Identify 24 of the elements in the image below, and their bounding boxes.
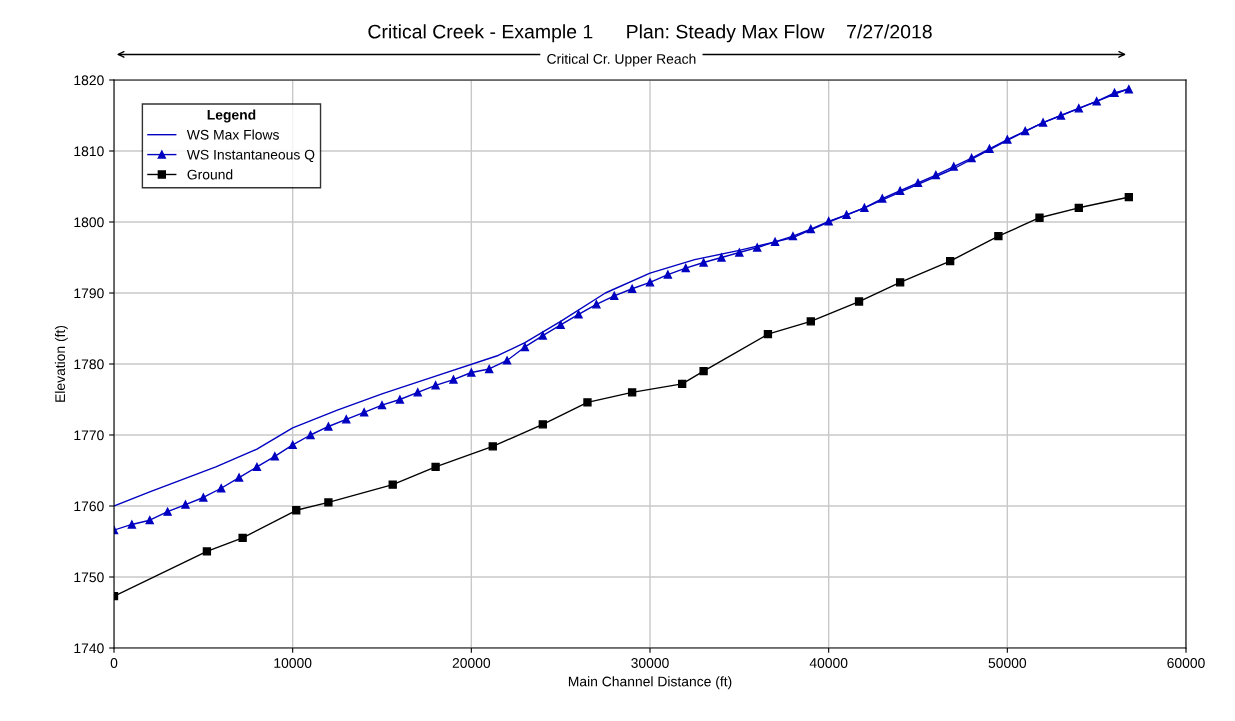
y-tick-label: 1750 [74, 572, 104, 583]
y-axis-title: Elevation (ft) [54, 325, 68, 402]
x-tick-label: 50000 [988, 658, 1027, 668]
y-tick-label: 1810 [74, 146, 104, 157]
x-tick-label: 30000 [631, 658, 669, 668]
y-tick-label: 1780 [74, 359, 104, 370]
legend-label: Ground [187, 169, 233, 180]
x-tick-label: 0 [110, 658, 118, 668]
legend-label: WS Max Flows [186, 129, 279, 140]
y-tick-label: 1790 [74, 288, 104, 299]
y-tick-label: 1740 [74, 643, 104, 654]
y-tick-label: 1820 [74, 75, 104, 86]
x-tick-label: 40000 [809, 658, 848, 668]
x-tick-label: 20000 [452, 658, 491, 668]
legend-label: WS Instantaneous Q [186, 149, 315, 163]
chart-title: Critical Creek - Example 1 Plan: Steady Max Flow 7/27/2018 [368, 24, 932, 43]
x-tick-label: 10000 [274, 658, 312, 668]
y-tick-label: 1760 [74, 501, 104, 512]
x-tick-label: 60000 [1167, 658, 1205, 668]
legend-title: Legend [207, 109, 256, 123]
y-tick-label: 1800 [74, 217, 104, 228]
x-axis-title: Main Channel Distance (ft) [568, 676, 732, 690]
text: Critical Cr. Upper Reach [547, 53, 696, 67]
y-tick-label: 1770 [74, 430, 104, 441]
